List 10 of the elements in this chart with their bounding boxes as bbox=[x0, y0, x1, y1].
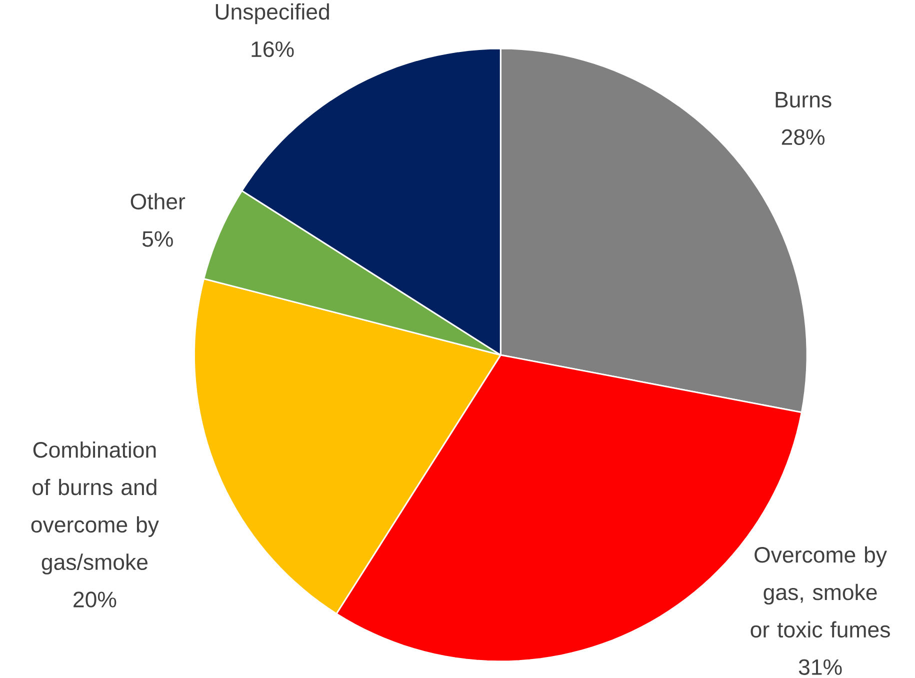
slice-label: Burns bbox=[776, 92, 832, 108]
data-label: 5% bbox=[142, 231, 173, 247]
data-label: 28% bbox=[782, 129, 825, 145]
data-label: 16% bbox=[252, 41, 294, 57]
slice-label: Overcome by gas, smoke or toxic fumes bbox=[750, 546, 890, 638]
slice-label: Combination of burns and overcome by gas/smoke bbox=[31, 441, 159, 574]
data-label: 20% bbox=[74, 591, 116, 608]
slice-label: Other bbox=[130, 192, 186, 210]
data-label: 31% bbox=[798, 659, 842, 675]
slice-label: Unspecified bbox=[216, 3, 329, 24]
